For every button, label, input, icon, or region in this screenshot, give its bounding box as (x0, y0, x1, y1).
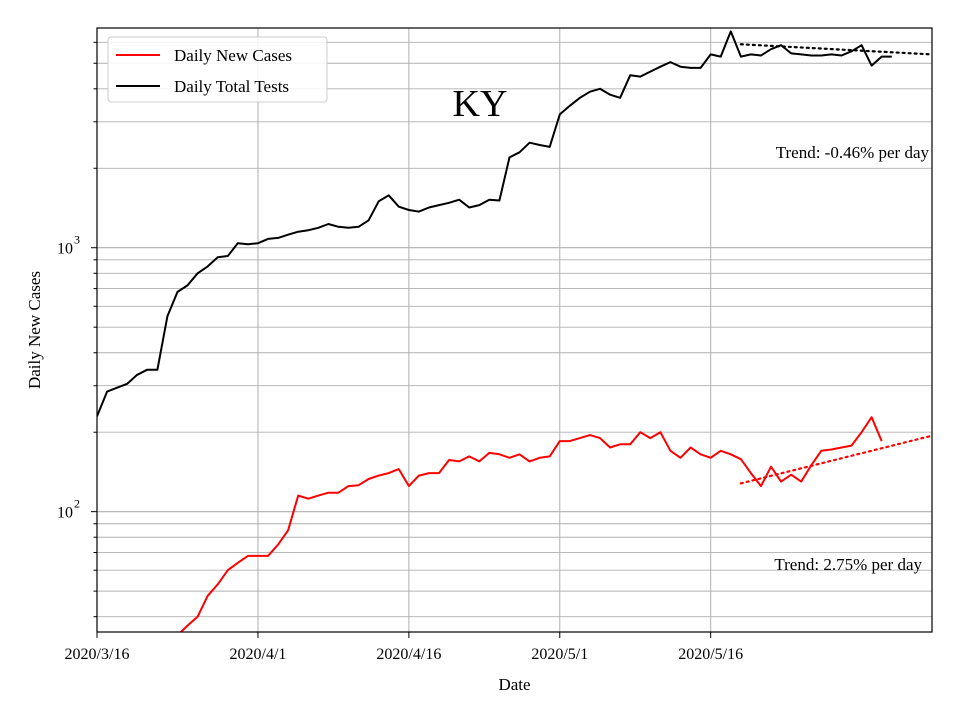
legend-box (107, 36, 328, 103)
x-tick-label: 2020/5/1 (531, 646, 588, 663)
y-tick-exponent: 3 (74, 233, 80, 247)
legend-label: Daily Total Tests (174, 77, 289, 96)
y-tick-label: 10 (57, 505, 73, 522)
series-layer (97, 30, 892, 632)
y-axis-label: Daily New Cases (25, 271, 44, 389)
x-tick-label: 2020/3/16 (65, 646, 130, 663)
series-line-daily-total-tests (97, 30, 892, 417)
grid (96, 28, 932, 632)
ticks: 2020/3/16 2020/4/1 2020/4/16 2020/5/1 2020/5… (57, 41, 743, 663)
trend-label-tests: Trend: -0.46% per day (776, 143, 930, 162)
trend-line-tests (739, 43, 932, 56)
trend-label-cases: Trend: 2.75% per day (774, 555, 922, 574)
y-tick-label: 10 (57, 241, 73, 258)
x-tick-label: 2020/5/16 (678, 646, 743, 663)
series-line-daily-new-cases (179, 416, 883, 632)
legend: Daily New Cases Daily Total Tests (107, 36, 328, 103)
x-tick-label: 2020/4/16 (376, 646, 441, 663)
axes-frame (96, 27, 933, 633)
chart-title: KY (453, 83, 508, 125)
trend-layer (739, 43, 932, 485)
trend-line-cases (739, 434, 932, 485)
legend-label: Daily New Cases (174, 46, 292, 65)
trend-labels: Trend: -0.46% per day Trend: 2.75% per d… (774, 143, 929, 574)
x-tick-label: 2020/4/1 (230, 646, 287, 663)
x-axis-label: Date (498, 675, 530, 694)
y-tick-exponent: 2 (74, 497, 80, 511)
